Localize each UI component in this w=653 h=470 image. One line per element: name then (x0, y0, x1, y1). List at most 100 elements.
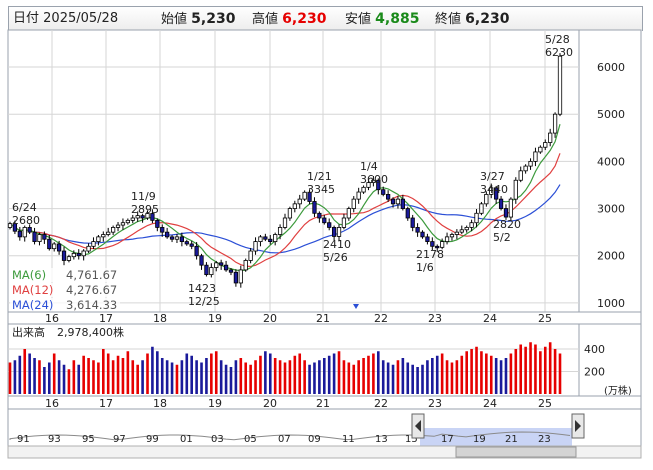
candle-body (513, 179, 518, 200)
candle-body (322, 217, 327, 224)
candle-body (552, 113, 558, 134)
navigator-year-labels: 91 93 95 97 99 01 03 05 07 09 11 13 15 17 19 21 23 (17, 434, 551, 445)
volume-bar (450, 362, 454, 394)
volume-bar (92, 360, 95, 394)
candle-body (528, 160, 533, 167)
volume-bar (327, 355, 331, 394)
candle-body (52, 243, 57, 250)
volume-bar (519, 344, 523, 394)
candle-body (56, 243, 62, 252)
candle-body (253, 241, 258, 252)
candle-body (61, 250, 67, 261)
candle-body (42, 234, 47, 240)
candle-body (223, 264, 229, 271)
candle-body (184, 241, 189, 245)
candle-body (140, 215, 145, 219)
candle-body (346, 208, 351, 219)
volume-bar (28, 353, 31, 394)
volume-bar (131, 360, 135, 394)
candle-body (7, 223, 13, 228)
volume-bar (421, 364, 424, 394)
candle-body (523, 165, 528, 172)
volume-bar (205, 358, 208, 394)
year-label-bottom: 21 (316, 397, 330, 410)
volume-bar (539, 351, 542, 394)
price-tick-label: 6000 (597, 61, 625, 74)
year-axis-top: 16 17 18 19 20 21 22 23 24 25 (45, 312, 552, 325)
volume-bar (322, 358, 326, 394)
candle-body (489, 187, 494, 195)
candle-body (106, 231, 111, 235)
current-marker-icon[interactable] (353, 304, 359, 309)
navigator-year-label: 17 (441, 434, 454, 445)
annotation-date: 1/6 (416, 261, 434, 274)
candlestick-series (7, 53, 563, 288)
candle-body (297, 198, 302, 205)
volume-bar (97, 362, 100, 394)
navigator-year-label: 07 (278, 434, 291, 445)
volume-bar (318, 360, 321, 394)
candle-body (111, 227, 116, 233)
candle-body (12, 223, 18, 232)
candle-body (440, 241, 445, 248)
legend-label: MA(6) (12, 268, 46, 282)
year-label-top: 20 (263, 312, 277, 325)
volume-bar (47, 362, 51, 394)
volume-bar (156, 351, 159, 394)
navigator-year-label: 11 (342, 434, 355, 445)
volume-bar (239, 358, 243, 394)
volume-bar (254, 360, 257, 394)
year-label-bottom: 23 (428, 397, 442, 410)
volume-bar (534, 344, 537, 394)
year-label-bottom: 25 (538, 397, 552, 410)
high-field: 高値 6,230 (252, 7, 326, 32)
volume-bar (264, 351, 267, 394)
candle-body (405, 208, 410, 219)
candle-body (76, 252, 81, 257)
volume-bar (185, 353, 189, 394)
candle-body (27, 227, 32, 233)
price-tick-label: 5000 (597, 108, 625, 121)
candle-body (533, 151, 538, 162)
volume-bar (391, 364, 395, 394)
volume-bar (165, 360, 169, 394)
navigator-scroll-thumb[interactable] (455, 446, 577, 458)
volume-bars (8, 342, 562, 394)
year-label-top: 22 (374, 312, 388, 325)
year-label-bottom: 20 (263, 397, 277, 410)
candle-body (400, 198, 405, 209)
annotation-date: 3/27 (480, 170, 505, 183)
candle-body (449, 234, 455, 238)
annotation-date: 6/24 (12, 201, 37, 214)
volume-bar (435, 355, 439, 394)
navigator-year-label: 03 (211, 434, 224, 445)
candle-body (341, 217, 347, 228)
volume-bar (170, 362, 174, 394)
candle-body (366, 182, 371, 188)
price-header: 日付 2025/05/28 始値 5,230 高値 6,230 安値 4,885… (8, 6, 643, 31)
volume-bar (524, 346, 527, 394)
candle-body (425, 236, 430, 242)
volume-tick-label: 200 (584, 366, 605, 379)
volume-bar (13, 360, 17, 394)
candle-body (233, 271, 239, 284)
candle-body (287, 208, 293, 219)
price-tick-label: 2000 (597, 250, 625, 263)
candle-body (518, 170, 523, 181)
volume-bar (465, 351, 468, 394)
candle-body (174, 236, 180, 240)
volume-bar (460, 355, 464, 394)
annotation-value: 1423 (188, 282, 216, 295)
candle-body (120, 222, 126, 226)
volume-tick-label: 400 (584, 343, 605, 356)
volume-bar (308, 364, 311, 394)
candle-body (307, 191, 312, 202)
volume-bar (288, 360, 292, 394)
volume-bar (72, 360, 76, 394)
candle-body (498, 198, 504, 209)
volume-bar (214, 351, 218, 394)
legend-label: MA(12) (12, 283, 53, 297)
candle-body (273, 234, 278, 242)
candle-body (474, 212, 479, 224)
candle-body (194, 245, 199, 257)
